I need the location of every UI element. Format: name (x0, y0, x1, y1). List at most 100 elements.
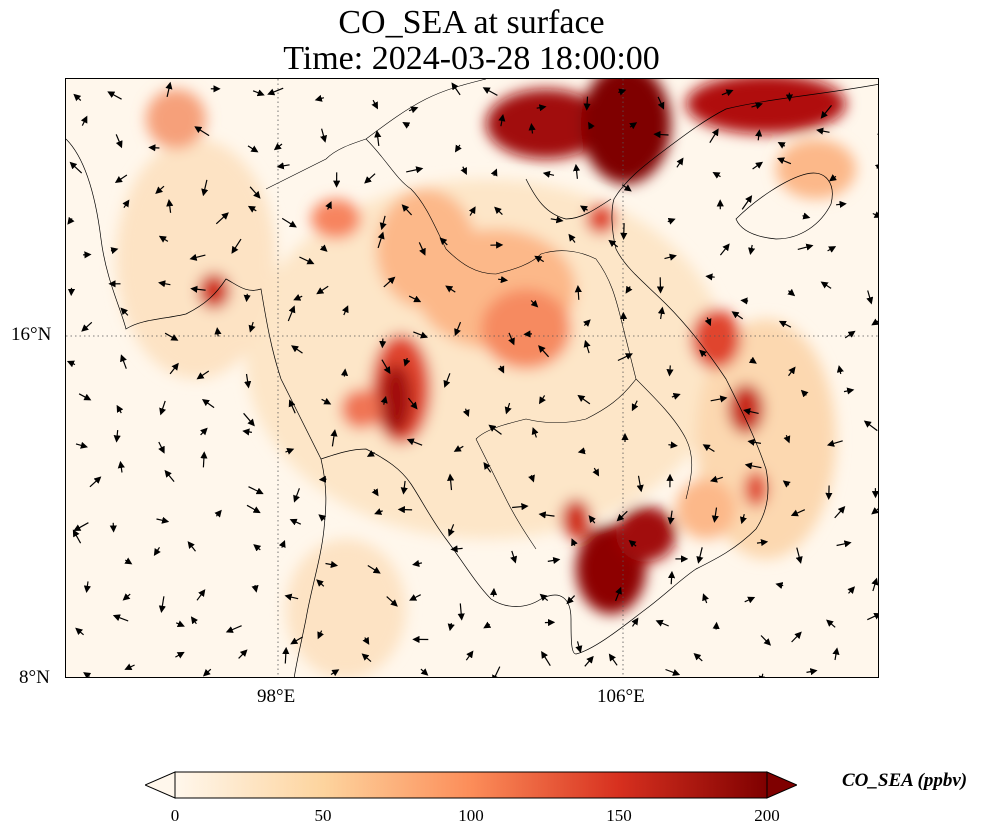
wind-arrow (253, 544, 262, 552)
wind-arrow (293, 294, 303, 301)
wind-arrow (693, 652, 703, 662)
wind-arrow (583, 96, 591, 111)
wind-arrow (67, 216, 75, 225)
wind-arrow (666, 365, 674, 377)
wind-arrow (497, 365, 505, 374)
wind-arrow (777, 142, 786, 149)
wind-arrow (504, 402, 512, 415)
wind-arrow (341, 305, 349, 316)
wind-arrow (215, 212, 229, 225)
wind-arrow (267, 87, 284, 96)
wind-arrow (114, 174, 128, 183)
wind-arrow (366, 450, 375, 457)
wind-arrow (702, 444, 715, 453)
wind-arrow (668, 441, 678, 449)
wind-arrow (631, 617, 639, 627)
wind-arrow (667, 217, 676, 225)
wind-arrow (616, 510, 628, 522)
wind-vectors (66, 81, 878, 677)
wind-arrow (246, 504, 261, 514)
colorbar-tick-100: 100 (458, 806, 484, 825)
wind-arrow (190, 285, 206, 293)
wind-arrow (655, 619, 669, 627)
wind-arrow (278, 539, 286, 549)
wind-arrow (748, 244, 756, 256)
wind-arrow (214, 327, 222, 337)
wind-arrow (512, 503, 529, 511)
wind-arrow (756, 539, 769, 547)
wind-arrow (657, 306, 665, 320)
wind-arrow (719, 243, 730, 256)
wind-arrow (752, 161, 764, 170)
wind-arrow (538, 395, 546, 405)
wind-arrow (877, 133, 878, 135)
wind-arrow (371, 488, 379, 497)
wind-arrow (406, 438, 423, 446)
wind-arrow (657, 96, 665, 110)
wind-arrow (72, 529, 82, 544)
wind-arrow (778, 320, 792, 328)
wind-arrow (66, 360, 76, 368)
wind-arrow (122, 199, 130, 209)
wind-arrow (83, 581, 91, 593)
wind-arrow (871, 507, 878, 515)
wind-arrow (73, 522, 89, 532)
wind-arrow (492, 666, 501, 677)
wind-arrow (75, 441, 88, 449)
wind-arrow (483, 621, 492, 629)
wind-arrow (287, 305, 296, 322)
wind-arrow (75, 627, 84, 636)
wind-arrow (202, 668, 212, 677)
wind-arrow (574, 285, 582, 300)
wind-arrow (787, 288, 796, 297)
wind-arrow (608, 239, 619, 248)
wind-arrow (583, 319, 591, 327)
wind-arrow (867, 612, 878, 621)
concentration-field (116, 79, 856, 677)
wind-arrow (542, 170, 555, 178)
wind-arrow (866, 290, 874, 305)
map-title: CO_SEA at surface (338, 4, 605, 41)
wind-arrow (156, 516, 170, 524)
wind-arrow (465, 650, 474, 661)
wind-arrow (169, 362, 179, 375)
wind-arrow (800, 389, 809, 398)
wind-arrow (69, 161, 83, 174)
wind-arrow (116, 404, 124, 414)
wind-arrow (744, 596, 756, 604)
wind-arrow (783, 434, 791, 444)
wind-arrow (583, 339, 591, 354)
wind-arrow (314, 94, 325, 102)
wind-arrow (408, 106, 419, 114)
wind-arrow (325, 201, 332, 210)
wind-arrow (482, 87, 498, 96)
wind-arrow (318, 514, 327, 522)
wind-arrow (538, 511, 555, 519)
wind-arrow (374, 130, 382, 146)
wind-arrow (871, 577, 878, 592)
wind-arrow (802, 212, 811, 220)
wind-arrow (844, 330, 856, 339)
wind-arrow (248, 321, 256, 333)
wind-arrow (568, 233, 576, 243)
wind-arrow (665, 668, 681, 676)
wind-arrow (608, 653, 618, 666)
wind-arrow (712, 172, 721, 179)
wind-arrow (80, 115, 88, 126)
wind-arrow (81, 321, 93, 332)
wind-arrow (629, 122, 638, 130)
wind-arrow (618, 88, 627, 96)
wind-arrow (872, 211, 878, 218)
wind-arrow (577, 394, 591, 405)
wind-arrow (407, 397, 418, 410)
wind-arrow (120, 354, 127, 369)
colorbar-min-extend (145, 771, 176, 799)
wind-arrow (282, 646, 290, 664)
wind-arrow (510, 550, 518, 564)
wind-arrow (386, 596, 398, 607)
colorbar-label: CO_SEA (ppbv) (842, 770, 968, 791)
wind-arrow (748, 356, 757, 364)
wind-arrow (379, 215, 387, 231)
wind-arrow (381, 359, 391, 375)
wind-arrow (122, 593, 131, 601)
